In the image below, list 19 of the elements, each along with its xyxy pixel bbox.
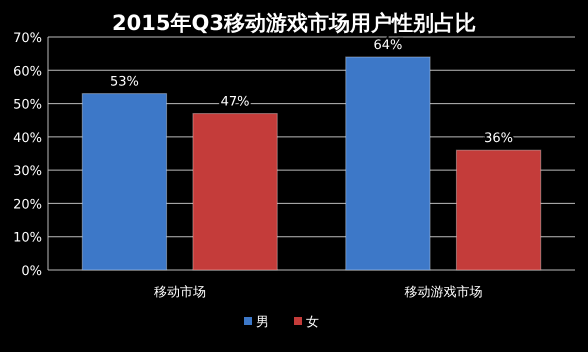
bar xyxy=(456,150,542,270)
y-tick-label: 30% xyxy=(13,164,42,180)
bar xyxy=(82,93,168,270)
y-tick-label: 50% xyxy=(13,98,42,113)
legend-label: 男 xyxy=(256,315,269,330)
y-tick-label: 0% xyxy=(21,264,42,279)
y-tick-label: 20% xyxy=(13,197,42,212)
x-tick-label: 移动游戏市场 xyxy=(404,285,482,300)
data-label: 64% xyxy=(373,38,402,53)
x-tick-label: 移动市场 xyxy=(154,285,206,300)
data-label: 53% xyxy=(110,74,139,90)
y-tick-label: 40% xyxy=(13,130,42,146)
legend-label: 女 xyxy=(306,315,319,330)
bar xyxy=(345,56,431,270)
y-tick-label: 60% xyxy=(13,64,42,80)
bar xyxy=(192,113,278,270)
y-tick-label: 10% xyxy=(13,230,42,246)
y-tick-label: 70% xyxy=(13,31,42,46)
chart-title: 2015年Q3移动游戏市场用户性别占比 xyxy=(112,11,476,35)
